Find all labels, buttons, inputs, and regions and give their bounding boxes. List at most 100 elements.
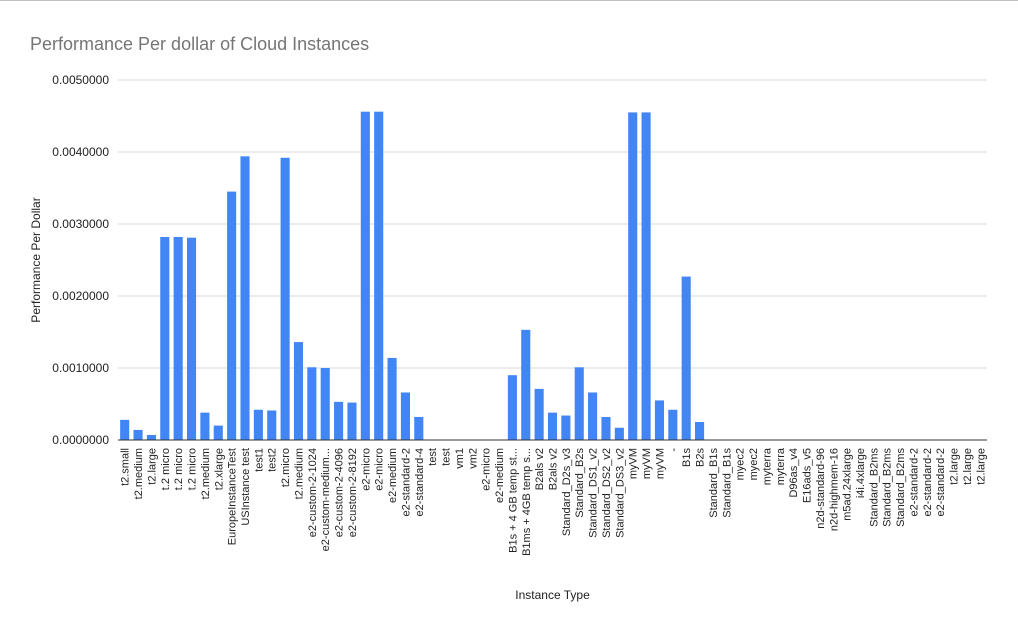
x-tick-label: myterra [761,447,773,485]
bar [240,156,250,440]
x-tick-label: EuropeInstanceTest [227,448,239,545]
bar [307,367,317,440]
x-tick-label: e2-standard-2 [400,448,412,517]
bar [347,402,357,440]
bar [641,112,651,441]
x-tick-label: test [441,448,453,466]
bar [360,111,370,441]
x-tick-label: t2.micro [280,448,292,487]
bar [267,410,277,440]
y-axis-ticks: 0.0000000 0.0010000 0.0020000 0.0030000 0.00… [52,73,109,447]
y-tick-label: 0.0030000 [52,217,109,231]
x-tick-label: i4i.4xlarge [855,448,867,498]
bar [213,425,223,440]
x-tick-label: m5ad.24xlarge [842,448,854,521]
x-tick-label: e2-standard-2 [922,448,934,517]
bar [695,422,705,440]
bar [628,112,638,441]
bar [160,236,170,440]
bar [334,401,344,440]
x-tick-label: t2.medium [133,448,145,499]
x-tick-label: B1ms + 4GB temp s... [521,448,533,556]
x-tick-label: vm1 [454,448,466,469]
x-tick-label: test [427,448,439,466]
x-tick-label: e2-custom-2-4096 [334,448,346,537]
x-tick-label: e2-medium [387,448,399,503]
x-tick-label: B2s [695,448,707,467]
x-tick-label: t.2 micro [160,448,172,490]
x-tick-label: t2.large [949,448,961,485]
x-tick-label: e2-custom-medium... [320,448,332,551]
x-tick-label: vm2 [467,448,479,469]
x-tick-label: t.2 micro [187,448,199,490]
x-tick-label: USInstance test [240,448,252,526]
x-tick-label: e2-custom-2-8192 [347,448,359,537]
bar [414,416,424,440]
x-tick-label: Standard_DS2_v2 [601,448,613,538]
bar [574,367,584,440]
x-axis-title: Instance Type [515,588,590,602]
bar [561,415,571,440]
x-tick-label: t2.large [975,448,987,485]
x-tick-label: - [668,448,680,452]
bar [320,368,330,440]
bar [601,416,611,440]
bar [280,157,290,440]
bar [374,111,384,441]
x-tick-label: Standard_DS3_v2 [614,448,626,538]
x-tick-label: t2.small [120,448,132,486]
bar [521,329,531,440]
x-tick-label: D96as_v4 [788,448,800,498]
bar [654,400,664,440]
x-tick-label: B2als v2 [548,448,560,490]
x-tick-label: e2-micro [481,448,493,491]
x-tick-label: e2-standard-2 [935,448,947,517]
bar [186,237,197,440]
x-tick-label: e2-medium [494,448,506,503]
x-tick-label: myec2 [748,448,760,480]
x-tick-label: e2-standard-2 [908,448,920,517]
x-tick-label: Standard_B1s [721,448,733,518]
y-tick-label: 0.0000000 [52,433,109,447]
x-tick-label: t2.medium [293,448,305,499]
y-axis-title: Performance Per Dollar [29,197,43,322]
x-tick-label: n2d-highmem-16 [828,448,840,531]
x-tick-label: Standard_DS1_v2 [588,448,600,538]
x-tick-label: e2-custom-2-1024 [307,448,319,537]
x-tick-label: test2 [267,448,279,472]
bar [614,427,624,440]
bar [120,419,130,440]
chart-title: Performance Per dollar of Cloud Instance… [30,34,369,54]
x-tick-label: test1 [253,448,265,472]
bar [534,388,544,440]
x-tick-label: n2d-standard-96 [815,448,827,529]
x-tick-label: myVM [628,448,640,479]
x-tick-label: t2.large [962,448,974,485]
x-tick-label: Standard_B2ms [882,448,894,527]
x-tick-label: Standard_B2ms [895,448,907,527]
x-tick-label: B1s + 4 GB temp st... [507,448,519,553]
x-tick-label: Standard_B1s [708,448,720,518]
x-tick-label: t.2 micro [173,448,185,490]
bar [227,191,237,440]
bar [547,412,558,440]
x-tick-label: e2-micro [374,448,386,491]
x-axis-ticks: t2.small t2.medium t2.large t.2 micro t.2 mi… [120,447,988,556]
x-tick-label: B2als v2 [534,448,546,490]
bar [200,412,210,440]
x-tick-label: Standard_B2ms [868,448,880,527]
x-tick-label: myec2 [735,448,747,480]
x-tick-label: e2-micro [360,448,372,491]
x-tick-label: B1s [681,448,693,467]
y-tick-label: 0.0050000 [52,73,109,87]
x-tick-label: t2.medium [200,448,212,499]
bars [120,111,705,441]
x-tick-label: Standard_B2s [574,448,586,518]
x-tick-label: t2.xlarge [213,448,225,490]
x-tick-label: myVM [654,448,666,479]
bar [293,342,304,440]
x-tick-label: myterra [775,447,787,485]
bar [253,409,263,440]
